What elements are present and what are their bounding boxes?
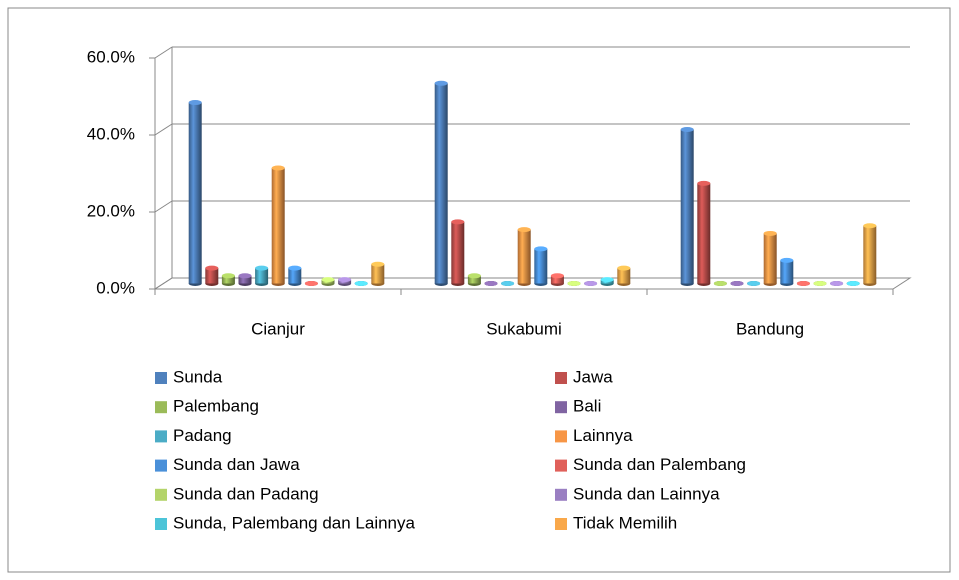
legend-swatch <box>555 430 567 443</box>
bar-top <box>304 281 318 286</box>
bar <box>221 275 235 284</box>
bar <box>205 268 219 284</box>
grid-side <box>154 123 173 136</box>
bar-top <box>371 261 385 267</box>
bar <box>255 268 269 284</box>
x-tick-label: Bandung <box>736 319 804 338</box>
bar <box>780 260 794 284</box>
x-tick-label: Sukabumi <box>486 319 562 338</box>
bar-top <box>567 281 581 286</box>
grid-side <box>154 200 173 213</box>
bar <box>617 268 631 284</box>
bar-top <box>271 165 285 171</box>
bar-top <box>338 277 352 283</box>
bar-top <box>713 281 727 286</box>
legend-swatch <box>155 488 167 501</box>
bar-top <box>813 281 827 286</box>
bar-top <box>584 281 598 286</box>
legend-swatch <box>555 401 567 414</box>
bar-top <box>534 246 548 252</box>
bar-top <box>697 180 711 186</box>
bar <box>371 264 385 284</box>
bar <box>550 275 564 284</box>
y-tick-label: 20.0% <box>87 201 135 220</box>
legend-label: Lainnya <box>573 426 633 445</box>
bar-top <box>747 281 761 286</box>
legend-label: Tidak Memilih <box>573 513 677 532</box>
grid-side <box>154 46 173 59</box>
bar-top <box>467 273 481 279</box>
legend-label: Sunda dan Padang <box>173 484 319 503</box>
legend-label: Sunda dan Palembang <box>573 455 746 474</box>
bar-top <box>600 277 614 283</box>
legend-swatch <box>555 459 567 472</box>
bar-top <box>780 257 794 263</box>
y-tick-label: 60.0% <box>87 47 135 66</box>
bar-top <box>763 230 777 236</box>
legend-label: Bali <box>573 397 601 416</box>
bar <box>288 268 302 284</box>
y-tick-label: 0.0% <box>96 278 135 297</box>
bar-top <box>830 281 844 286</box>
bar-top <box>321 277 335 283</box>
bar-top <box>730 281 744 286</box>
bar <box>517 229 531 284</box>
legend-swatch <box>555 488 567 501</box>
bar-top <box>796 281 810 286</box>
bar-top <box>255 265 269 271</box>
legend-swatch <box>155 518 167 530</box>
legend-swatch <box>555 372 567 384</box>
bar-top <box>205 265 219 271</box>
bar <box>680 129 694 284</box>
legend-swatch <box>155 401 167 414</box>
bar-top <box>501 281 515 286</box>
legend-label: Sunda, Palembang dan Lainnya <box>173 513 416 532</box>
legend-swatch <box>155 459 167 472</box>
bar-top <box>484 281 498 286</box>
legend-label: Jawa <box>573 367 613 386</box>
bar-top <box>680 127 694 132</box>
x-tick-label: Cianjur <box>251 319 305 338</box>
chart-border <box>7 7 951 573</box>
bar <box>451 221 465 284</box>
y-tick-label: 40.0% <box>87 124 135 143</box>
bar <box>434 83 448 284</box>
bar-top <box>288 265 302 271</box>
bar-top <box>863 223 877 229</box>
bar-top <box>434 80 448 86</box>
bar <box>188 102 202 284</box>
bar-top <box>238 273 252 279</box>
bar-top <box>617 265 631 271</box>
bar-top <box>517 227 531 233</box>
legend-label: Sunda dan Lainnya <box>573 484 720 503</box>
bar <box>467 275 481 284</box>
bar-top <box>188 100 202 106</box>
bar <box>863 225 877 284</box>
legend-swatch <box>155 430 167 443</box>
bar-top <box>354 281 368 286</box>
bar <box>271 168 285 284</box>
bar-top <box>221 273 235 279</box>
bar <box>697 183 711 284</box>
legend-swatch <box>555 518 567 530</box>
legend-swatch <box>155 372 167 384</box>
bar <box>534 248 548 284</box>
bar-top <box>550 273 564 279</box>
grid-side <box>154 277 173 290</box>
bar-top <box>451 219 465 225</box>
bar-top <box>846 281 860 286</box>
legend-label: Sunda dan Jawa <box>173 455 300 474</box>
legend-label: Sunda <box>173 367 223 386</box>
bar <box>763 233 777 284</box>
legend-label: Padang <box>173 426 232 445</box>
bar <box>238 275 252 284</box>
legend-label: Palembang <box>173 397 259 416</box>
